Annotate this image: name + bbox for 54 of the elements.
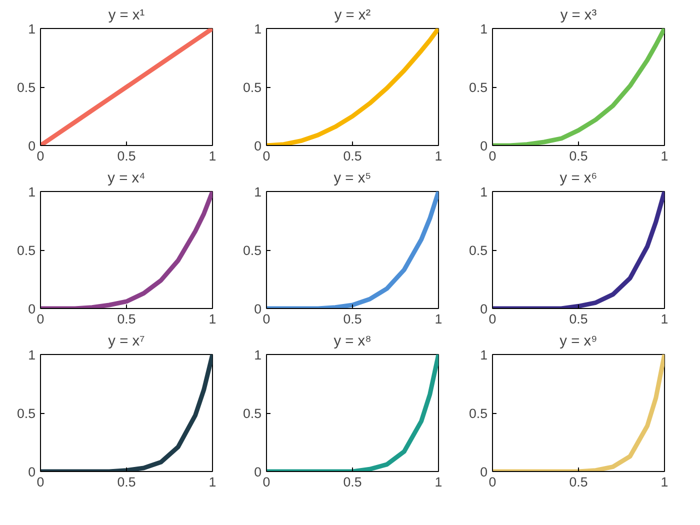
y-tick-label: 0.5 bbox=[242, 406, 262, 421]
y-tick-label: 1 bbox=[28, 22, 36, 36]
chart-title: y = x⁷ bbox=[108, 334, 145, 350]
y-tick-label: 1 bbox=[480, 22, 488, 36]
y-tick-label: 1 bbox=[28, 348, 36, 362]
x-tick-label: 1 bbox=[434, 474, 442, 490]
y-tick-label: 0 bbox=[254, 302, 262, 316]
y-tick-label: 0 bbox=[28, 302, 36, 316]
y-tick-label: 1 bbox=[254, 348, 262, 362]
y-tick-label: 1 bbox=[480, 348, 488, 362]
chart-title: y = x⁴ bbox=[108, 170, 146, 186]
y-tick-label: 0.5 bbox=[468, 243, 488, 258]
x-tick-label: 0.5 bbox=[117, 148, 136, 164]
y-tick-label: 0.5 bbox=[16, 80, 36, 95]
chart-title: y = x⁶ bbox=[560, 170, 598, 186]
y-tick-label: 0.5 bbox=[468, 406, 488, 421]
chart-title: y = x³ bbox=[560, 8, 597, 24]
x-tick-label: 0.5 bbox=[569, 312, 588, 326]
y-tick-label: 1 bbox=[254, 184, 262, 200]
x-tick-label: 0.5 bbox=[117, 312, 136, 326]
x-tick-label: 1 bbox=[660, 312, 668, 326]
y-tick-label: 0 bbox=[254, 464, 262, 480]
chart-title: y = x² bbox=[334, 8, 371, 24]
y-tick-label: 0 bbox=[480, 138, 488, 154]
x-tick-label: 1 bbox=[434, 148, 442, 164]
chart-title: y = x⁸ bbox=[334, 334, 372, 350]
x-tick-label: 0.5 bbox=[117, 474, 136, 490]
x-tick-label: 1 bbox=[660, 474, 668, 490]
y-tick-label: 0.5 bbox=[16, 243, 36, 258]
y-tick-label: 1 bbox=[28, 184, 36, 200]
y-tick-label: 0 bbox=[28, 464, 36, 480]
chart-title: y = x⁹ bbox=[560, 334, 598, 350]
y-tick-label: 0.5 bbox=[468, 80, 488, 95]
x-tick-label: 0.5 bbox=[343, 474, 362, 490]
y-tick-label: 1 bbox=[480, 184, 488, 200]
x-tick-label: 0.5 bbox=[569, 148, 588, 164]
y-tick-label: 1 bbox=[254, 22, 262, 36]
y-tick-label: 0.5 bbox=[242, 80, 262, 95]
y-tick-label: 0 bbox=[28, 138, 36, 154]
x-tick-label: 0.5 bbox=[343, 148, 362, 164]
x-tick-label: 1 bbox=[208, 474, 216, 490]
x-tick-label: 0.5 bbox=[569, 474, 588, 490]
y-tick-label: 0.5 bbox=[16, 406, 36, 421]
x-tick-label: 1 bbox=[660, 148, 668, 164]
x-tick-label: 1 bbox=[208, 148, 216, 164]
y-tick-label: 0 bbox=[480, 464, 488, 480]
chart-title: y = x⁵ bbox=[334, 170, 372, 186]
chart-title: y = x¹ bbox=[108, 8, 145, 24]
y-tick-label: 0 bbox=[254, 138, 262, 154]
x-tick-label: 1 bbox=[434, 312, 442, 326]
x-tick-label: 0.5 bbox=[343, 312, 362, 326]
x-tick-label: 1 bbox=[208, 312, 216, 326]
y-tick-label: 0 bbox=[480, 302, 488, 316]
y-tick-label: 0.5 bbox=[242, 243, 262, 258]
